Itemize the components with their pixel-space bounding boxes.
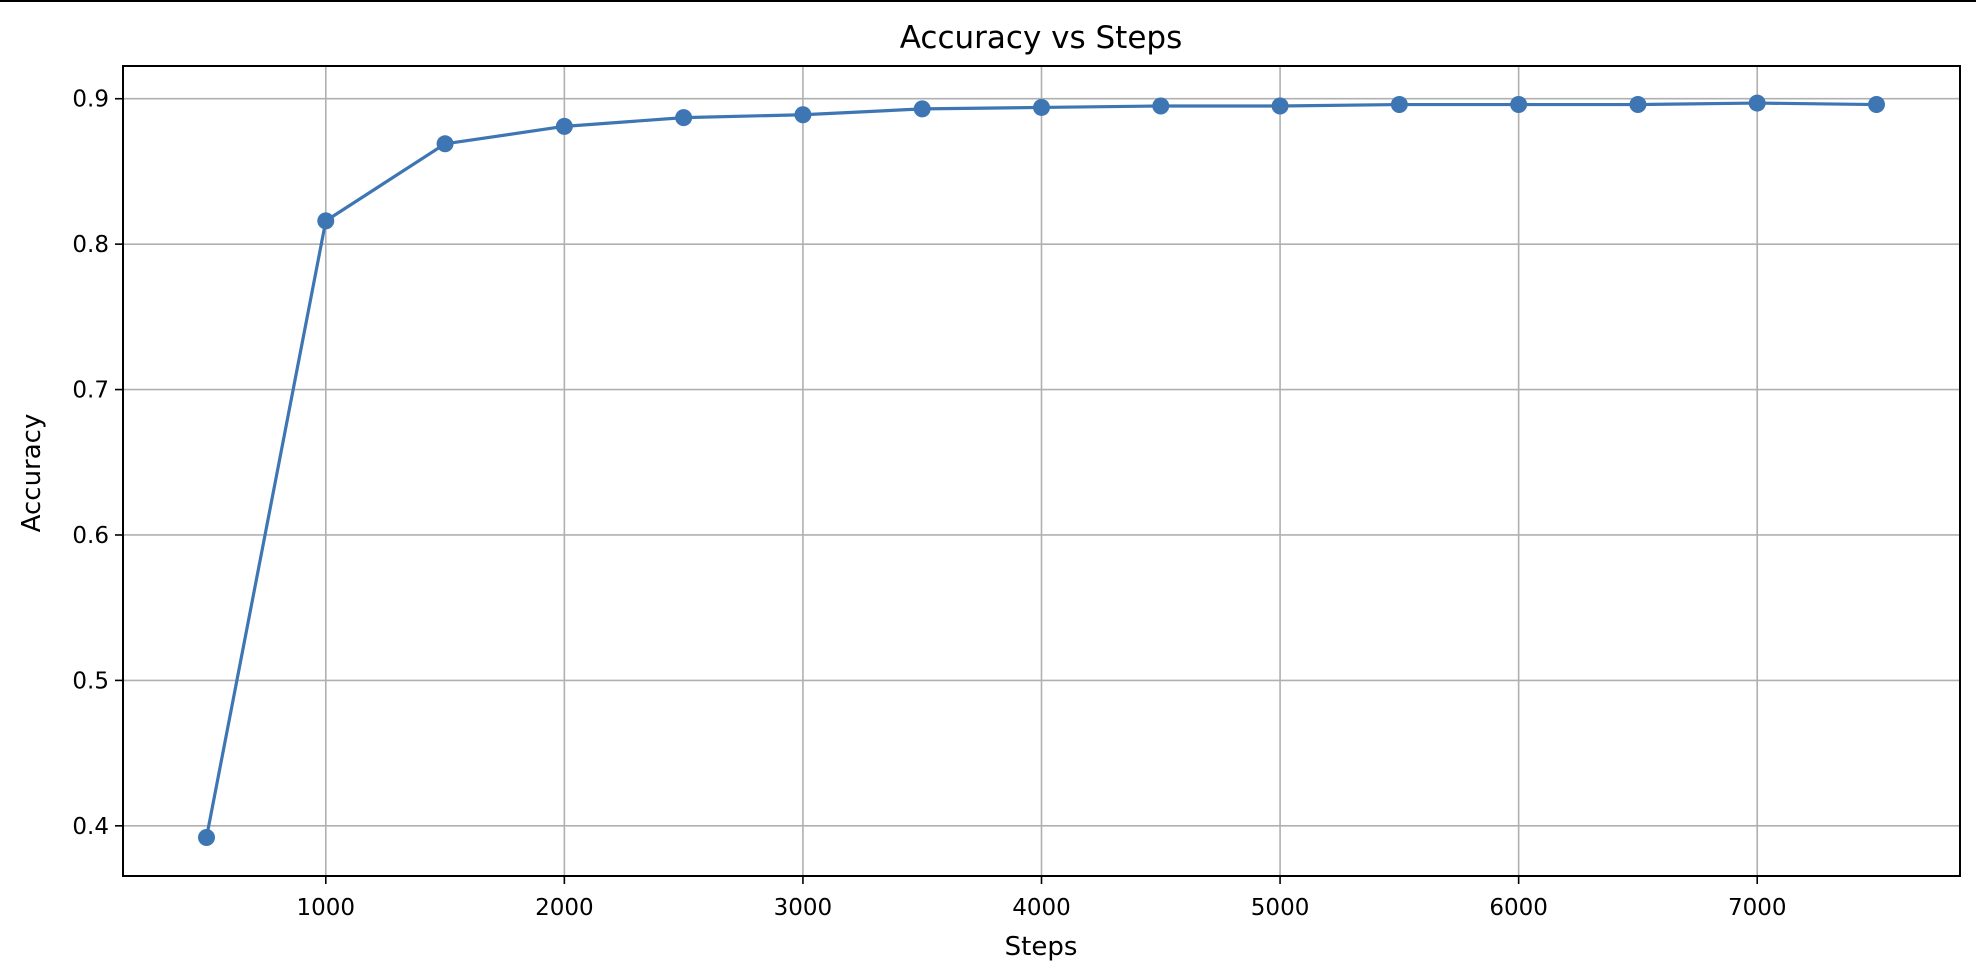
x-tick-label: 2000 [535,895,594,921]
grid-layer [123,66,1960,876]
data-point [794,106,812,124]
data-point [317,212,335,230]
x-tick-label: 7000 [1728,895,1787,921]
y-tick-label: 0.6 [72,523,109,549]
data-point [1152,97,1170,115]
data-point [1868,96,1885,114]
y-tick-label: 0.5 [72,668,109,694]
data-point [1629,96,1647,114]
tick-layer: 1000 2000 3000 4000 5000 6000 7000 0.4 0.5 0.6 0.7… [72,87,1786,921]
chart-title: Accuracy vs Steps [900,20,1182,56]
data-point [198,828,215,846]
x-tick-label: 3000 [774,895,833,921]
y-tick-label: 0.9 [72,87,109,113]
data-point [1271,97,1289,115]
x-axis-label: Steps [1005,932,1078,962]
y-tick-label: 0.7 [72,378,109,404]
x-tick-label: 5000 [1251,895,1310,921]
data-point [1748,94,1766,112]
x-tick-label: 1000 [297,895,356,921]
data-layer [198,94,1885,846]
data-point [913,100,931,118]
data-point [1390,96,1408,114]
data-point [675,109,693,127]
data-point [1510,96,1528,114]
y-tick-label: 0.8 [72,232,109,258]
x-tick-label: 4000 [1012,895,1071,921]
y-tick-label: 0.4 [72,814,109,840]
y-axis-label: Accuracy [17,414,47,533]
data-point [1033,98,1050,116]
data-point [436,135,454,153]
x-tick-label: 6000 [1489,895,1548,921]
data-point [555,117,573,135]
